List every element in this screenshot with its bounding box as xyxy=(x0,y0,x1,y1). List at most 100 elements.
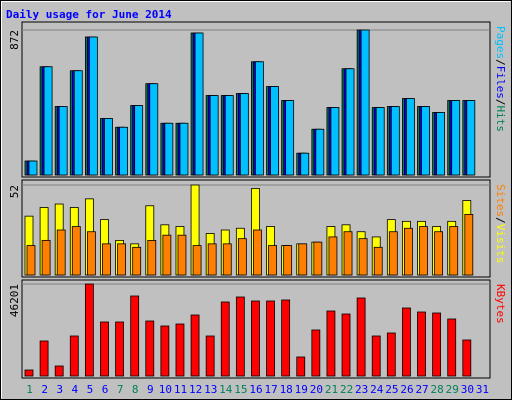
legend-separator: / xyxy=(494,99,507,106)
bar xyxy=(147,239,157,276)
x-tick-label: 21 xyxy=(325,383,338,396)
x-tick-label: 1 xyxy=(26,383,33,396)
bar xyxy=(341,313,351,377)
bar xyxy=(102,243,111,276)
bar xyxy=(298,243,308,276)
bar xyxy=(268,245,277,276)
bar xyxy=(177,234,187,276)
bar xyxy=(71,226,81,276)
bar xyxy=(285,100,295,176)
bar xyxy=(449,226,459,276)
x-tick-label: 31 xyxy=(476,383,489,396)
bar xyxy=(436,112,446,176)
bar xyxy=(375,107,385,176)
bar xyxy=(390,106,400,176)
bar xyxy=(84,283,94,377)
x-tick-label: 8 xyxy=(132,383,139,396)
bar xyxy=(462,339,472,377)
legend-item: Visits xyxy=(494,224,507,264)
bar xyxy=(313,241,323,276)
x-tick-label: 3 xyxy=(56,383,63,396)
bar xyxy=(326,310,336,377)
bar xyxy=(360,29,370,176)
bar xyxy=(432,312,442,377)
legend-item: Files xyxy=(494,66,507,99)
x-tick-label: 15 xyxy=(234,383,247,396)
bar xyxy=(160,325,170,377)
bar xyxy=(190,314,200,377)
bar xyxy=(417,311,426,377)
bar xyxy=(419,226,428,276)
legend-item: KBytes xyxy=(494,284,507,324)
bar xyxy=(388,231,398,276)
bar xyxy=(149,83,159,176)
bar xyxy=(117,243,126,276)
x-tick-label: 10 xyxy=(159,383,172,396)
bar xyxy=(311,329,321,377)
legend-separator: / xyxy=(494,59,507,66)
bar xyxy=(73,70,83,176)
x-tick-label: 27 xyxy=(415,383,428,396)
bar xyxy=(266,300,275,377)
bar xyxy=(194,32,204,176)
bar xyxy=(104,118,113,176)
bar xyxy=(58,106,68,176)
bar xyxy=(281,299,291,377)
bar xyxy=(253,229,262,276)
x-tick-label: 13 xyxy=(204,383,217,396)
bar xyxy=(222,243,232,276)
bar xyxy=(358,238,368,276)
legend-separator: / xyxy=(494,217,507,224)
x-tick-label: 30 xyxy=(461,383,474,396)
bar xyxy=(205,335,215,377)
bar xyxy=(39,340,49,377)
bar xyxy=(451,100,461,176)
bar xyxy=(132,246,142,276)
bar xyxy=(345,68,355,176)
bar xyxy=(115,321,124,377)
bar xyxy=(56,229,66,276)
legend: KBytes xyxy=(494,284,507,324)
bar xyxy=(466,100,476,176)
bar xyxy=(220,301,230,377)
bar xyxy=(315,128,325,176)
bar xyxy=(207,243,217,276)
bar xyxy=(100,321,109,377)
bar xyxy=(270,86,279,176)
x-tick-label: 24 xyxy=(370,383,384,396)
bar xyxy=(41,239,51,276)
bar xyxy=(164,122,174,176)
legend: Sites/Visits xyxy=(494,184,507,264)
x-tick-label: 4 xyxy=(72,383,79,396)
bar xyxy=(371,335,381,377)
x-tick-label: 28 xyxy=(431,383,444,396)
x-tick-label: 6 xyxy=(102,383,109,396)
bar xyxy=(69,335,79,377)
legend-item: Hits xyxy=(494,106,507,133)
bar xyxy=(447,318,457,377)
bar xyxy=(404,227,413,276)
bar xyxy=(373,246,383,276)
legend: Pages/Files/Hits xyxy=(494,26,507,132)
bar xyxy=(330,107,340,176)
bar xyxy=(175,323,185,377)
x-tick-label: 25 xyxy=(385,383,398,396)
bar xyxy=(421,106,430,176)
bar xyxy=(224,95,234,176)
x-tick-label: 11 xyxy=(174,383,187,396)
x-tick-label: 18 xyxy=(280,383,293,396)
bar xyxy=(179,122,189,176)
bar xyxy=(328,236,338,276)
bar xyxy=(386,332,396,377)
x-tick-label: 23 xyxy=(355,383,368,396)
bar xyxy=(402,307,411,377)
bar xyxy=(26,245,36,276)
bar xyxy=(283,245,293,276)
bar xyxy=(235,296,245,377)
chart-title: Daily usage for June 2014 xyxy=(6,8,172,21)
x-tick-label: 16 xyxy=(249,383,262,396)
bar xyxy=(43,66,53,176)
legend-item: Pages xyxy=(494,26,507,59)
x-tick-label: 14 xyxy=(219,383,233,396)
